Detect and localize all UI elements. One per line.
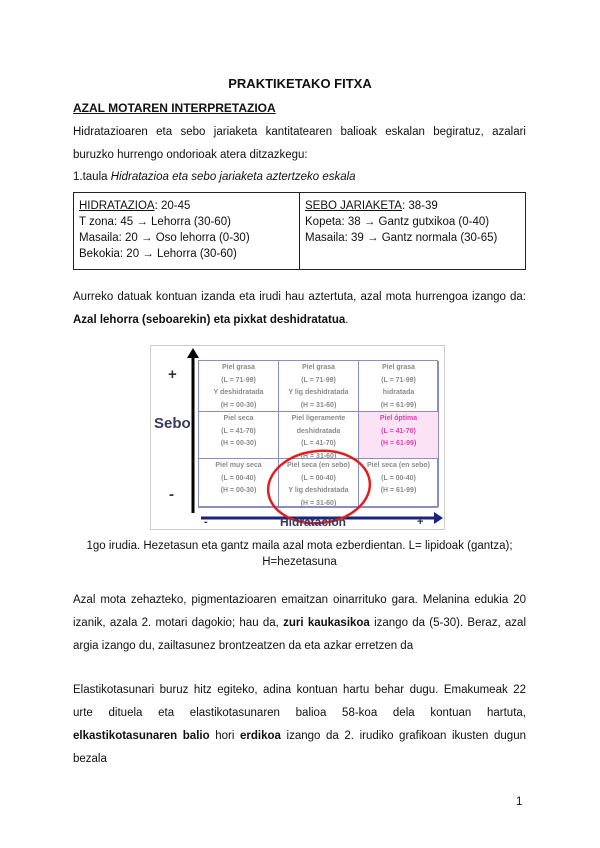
skin-type-cell: Piel muy seca (L = 00-40) (H = 00-30) [199,459,279,507]
cell-line: (L = 71-99) [301,376,336,384]
skin-type-cell: Piel óptima (L = 41-70) (H = 61-99) [359,412,439,459]
cell-line: (H = 00-30) [220,401,257,409]
cell-line: hidratada [382,389,415,396]
hydration-value: : 20-45 [154,200,191,212]
skin-type-cell: Piel grasa (L = 71-99) hidratada (H = 61-99… [359,361,439,412]
page-title: PRAKTIKETAKO FITXA [228,76,372,91]
figure-overlay [187,348,443,525]
cell-line: (H = 31-60) [300,499,337,507]
cell-line: (L = 00-40) [221,474,256,482]
cell-line: (H = 00-30) [220,440,257,447]
hydration-column: HIDRATAZIOA: 20-45 T zona: 45 → Lehorra … [74,193,300,269]
intro-paragraph: Hidratazioaren eta sebo jariaketa kantit… [73,126,526,161]
cell-line: (H = 31-60) [300,452,337,460]
cell-line: Piel ligeramente [291,415,346,422]
skin-type-figure: Piel grasa (L = 71-99) Y deshidratada (H = … [150,345,445,530]
cell-line: (H = 61-99) [380,401,417,409]
cell-line: (L = 00-40) [381,474,416,482]
hydration-minus-label: - [204,516,208,528]
cell-line: Piel seca [223,415,254,422]
cell-line: (L = 71-99) [221,376,256,384]
cell-line: Piel óptima [379,415,418,422]
sebo-arrowhead [187,348,199,358]
cell-line: Y lig deshidratada [288,389,349,396]
skin-type-cell: Piel ligeramente deshidratada (L = 41-70) (… [279,412,359,460]
sebo-axis-label: Sebo [154,415,191,432]
sebum-value: : 38-39 [401,200,438,212]
cell-line: Y deshidratada [213,389,264,396]
scale-table: HIDRATAZIOA: 20-45 T zona: 45 → Lehorra … [73,192,526,270]
section-heading: AZAL MOTAREN INTERPRETAZIOA [73,101,276,115]
text: Azal mota zehazteko, pigmentazioaren ema… [73,594,526,629]
page-number: 1 [516,796,523,808]
text: Elastikotasunari buruz hitz egiteko, adi… [73,684,526,719]
figure-caption-line: H=hezetasuna [262,556,337,568]
cell-line: (L = 41-70) [301,440,336,447]
table-row: Masaila: 39 → Gantz normala (30-65) [305,232,498,244]
cell-line: (H = 61-99) [380,487,417,494]
hydration-plus-label: + [417,516,424,528]
hydration-header: HIDRATAZIOA [79,200,155,212]
conclusion-bold: Azal lehorra (seboarekin) eta pixkat des… [73,314,346,326]
bold-text: zuri kaukasikoa [283,617,370,629]
cell-line: Piel grasa [221,364,256,371]
cell-line: Piel grasa [381,364,416,371]
cell-line: deshidratada [296,427,341,435]
elasticity-paragraph: Elastikotasunari buruz hitz egiteko, adi… [73,679,526,771]
cell-line: (L = 71-99) [381,376,416,384]
skin-type-cell: Piel seca (en sebo) (L = 00-40) (H = 61-99… [359,459,439,507]
table-row: Masaila: 20 → Oso lehorra (0-30) [79,232,250,244]
conclusion-paragraph: Aurreko datuak kontuan izanda eta irudi … [73,286,526,332]
sebo-plus-label: + [168,366,177,383]
bold-text: erdikoa [240,730,281,742]
cell-line: Piel seca (en sebo) [286,462,351,469]
skin-type-cell: Piel seca (en sebo) (L = 00-40) Y lig desh… [279,459,359,507]
table-row: T zona: 45 → Lehorra (30-60) [79,216,231,228]
table-row: Bekokia: 20 → Lehorra (30-60) [79,248,237,260]
cell-line: Y lig deshidratada [288,487,349,494]
cell-line: (L = 41-70) [221,427,256,435]
cell-line: (L = 41-70) [381,427,416,435]
cell-line: (H = 31-60) [300,401,337,409]
conclusion-text: Aurreko datuak kontuan izanda eta irudi … [73,291,526,303]
sebo-minus-label: - [169,486,174,503]
cell-line: (H = 00-30) [220,487,257,494]
skin-type-cell: Piel grasa (L = 71-99) Y lig deshidratada (… [279,361,359,412]
sebum-column: SEBO JARIAKETA: 38-39 Kopeta: 38 → Gantz… [300,193,525,269]
table-row: Kopeta: 38 → Gantz gutxikoa (0-40) [305,216,490,228]
sebum-header: SEBO JARIAKETA [305,200,402,212]
pigmentation-paragraph: Azal mota zehazteko, pigmentazioaren ema… [73,589,526,658]
cell-line: Piel muy seca [215,462,262,469]
hydration-axis-label: Hidratación [280,515,347,529]
figure-caption-line: 1go irudia. Hezetasun eta gantz maila az… [86,540,513,552]
highlight-circle [266,449,372,525]
skin-type-cell: Piel grasa (L = 71-99) Y deshidratada (H = … [199,361,279,412]
text: hori [209,730,240,742]
cell-line: (H = 61-99) [380,440,417,447]
table-caption: 1.taula Hidratazioa eta sebo jariaketa a… [73,171,356,183]
text: izango da (5-30). Beraz, azal argia izan… [73,617,527,652]
skin-type-grid: Piel grasa (L = 71-99) Y deshidratada (H = … [198,360,439,508]
conclusion-end: . [345,314,349,326]
cell-line: (L = 00-40) [301,474,336,482]
text: izango da 2. irudiko grafikoan ikusten d… [73,730,526,765]
hydration-arrowhead [434,512,443,524]
caption-text: Hidratazioa eta sebo jariaketa aztertzek… [110,171,356,183]
figure-caption: 1go irudia. Hezetasun eta gantz maila az… [73,538,526,570]
cell-line: Piel seca (en sebo) [366,462,431,469]
bold-text: elkastikotasunaren balio [73,730,210,742]
caption-label: 1.taula [73,171,108,183]
cell-line: Piel grasa [301,364,336,371]
skin-type-cell: Piel seca (L = 41-70) (H = 00-30) [199,412,279,459]
